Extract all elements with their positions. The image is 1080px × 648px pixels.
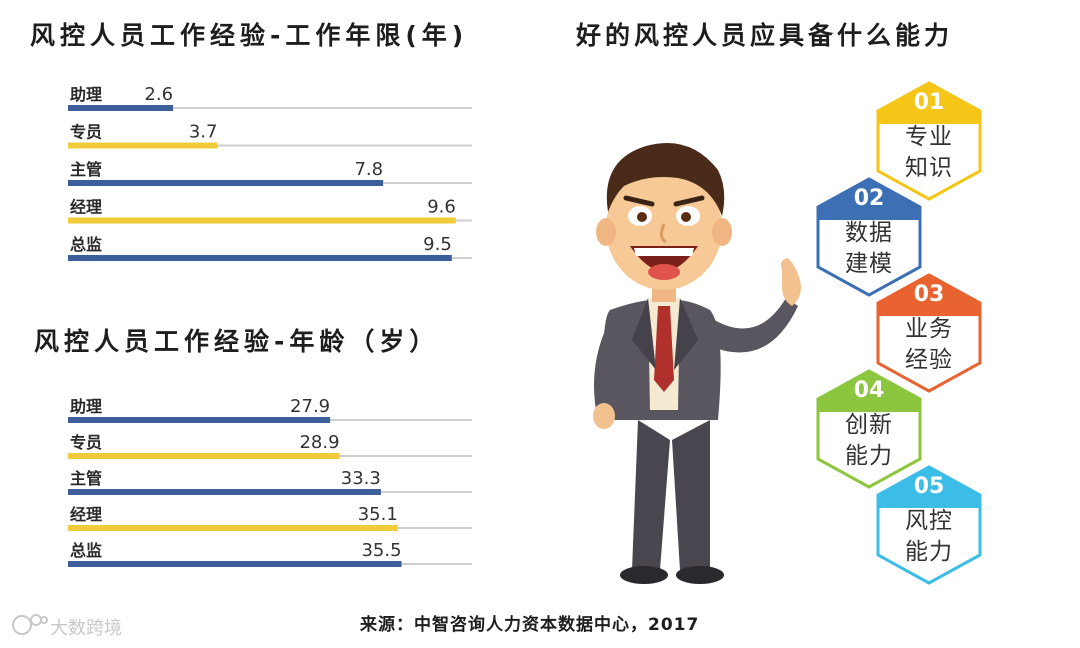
abilities-title: 好的风控人员应具备什么能力 <box>576 21 954 50</box>
value-label: 35.1 <box>358 504 398 525</box>
ability-number: 02 <box>853 186 885 211</box>
bar-0-2 <box>68 180 384 186</box>
bar-0-4 <box>68 255 452 261</box>
businessman-illustration <box>593 143 801 584</box>
bar-track <box>68 144 472 147</box>
ability-hex-03: 03 业务 经验 <box>874 272 984 394</box>
watermark-logo-icon <box>12 614 48 635</box>
value-label: 7.8 <box>354 159 383 180</box>
bar-0-3 <box>68 217 456 224</box>
ability-hex-02: 02 数据 建模 <box>814 176 924 298</box>
ability-label: 业务 经验 <box>905 316 953 373</box>
source-note: 来源：中智咨询人力资本数据中心，2017 <box>360 615 700 635</box>
value-label: 33.3 <box>341 468 381 489</box>
category-label: 专员 <box>70 433 102 452</box>
bar-track <box>68 107 472 109</box>
category-label: 总监 <box>70 235 102 254</box>
bar-1-3 <box>68 525 398 531</box>
value-label: 3.7 <box>189 122 218 143</box>
ability-number: 04 <box>853 378 885 403</box>
value-label: 2.6 <box>144 84 173 105</box>
value-label: 27.9 <box>290 396 330 417</box>
category-label: 总监 <box>70 541 102 560</box>
value-label: 28.9 <box>299 432 339 453</box>
category-label: 主管 <box>70 160 102 179</box>
ability-label: 风控 能力 <box>905 508 953 565</box>
ability-label: 专业 知识 <box>905 124 953 181</box>
bar-0-0 <box>68 105 174 111</box>
category-label: 经理 <box>70 198 102 217</box>
ability-number: 01 <box>913 90 945 115</box>
value-label: 35.5 <box>361 540 401 561</box>
value-label: 9.5 <box>423 234 452 255</box>
bar-0-1 <box>68 142 218 149</box>
bar-1-4 <box>68 561 402 567</box>
ability-label: 数据 建模 <box>845 220 893 277</box>
category-label: 专员 <box>70 123 102 142</box>
category-label: 助理 <box>70 397 102 416</box>
ability-hex-05: 05 风控 能力 <box>874 464 984 586</box>
ability-hex-04: 04 创新 能力 <box>814 368 924 490</box>
ability-label: 创新 能力 <box>845 412 893 469</box>
bar-1-1 <box>68 453 340 459</box>
ability-number: 03 <box>913 282 945 307</box>
value-label: 9.6 <box>427 197 456 218</box>
ability-number: 05 <box>913 474 945 499</box>
ability-hex-01: 01 专业 知识 <box>874 80 984 202</box>
category-label: 主管 <box>70 469 102 488</box>
chart-title-age: 风控人员工作经验-年龄（岁） <box>34 327 440 356</box>
bar-charts: 助理 2.6 专员 3.7 主管 7.8 经理 9.6 总监 9.5 助理 27.9 专员 28.9 主管 3… <box>68 84 472 567</box>
category-label: 经理 <box>70 505 102 524</box>
category-label: 助理 <box>70 85 102 104</box>
bar-1-2 <box>68 489 381 495</box>
chart-title-years: 风控人员工作经验-工作年限(年) <box>30 21 469 50</box>
bar-1-0 <box>68 417 331 423</box>
watermark-text: 大数跨境 <box>50 618 122 639</box>
